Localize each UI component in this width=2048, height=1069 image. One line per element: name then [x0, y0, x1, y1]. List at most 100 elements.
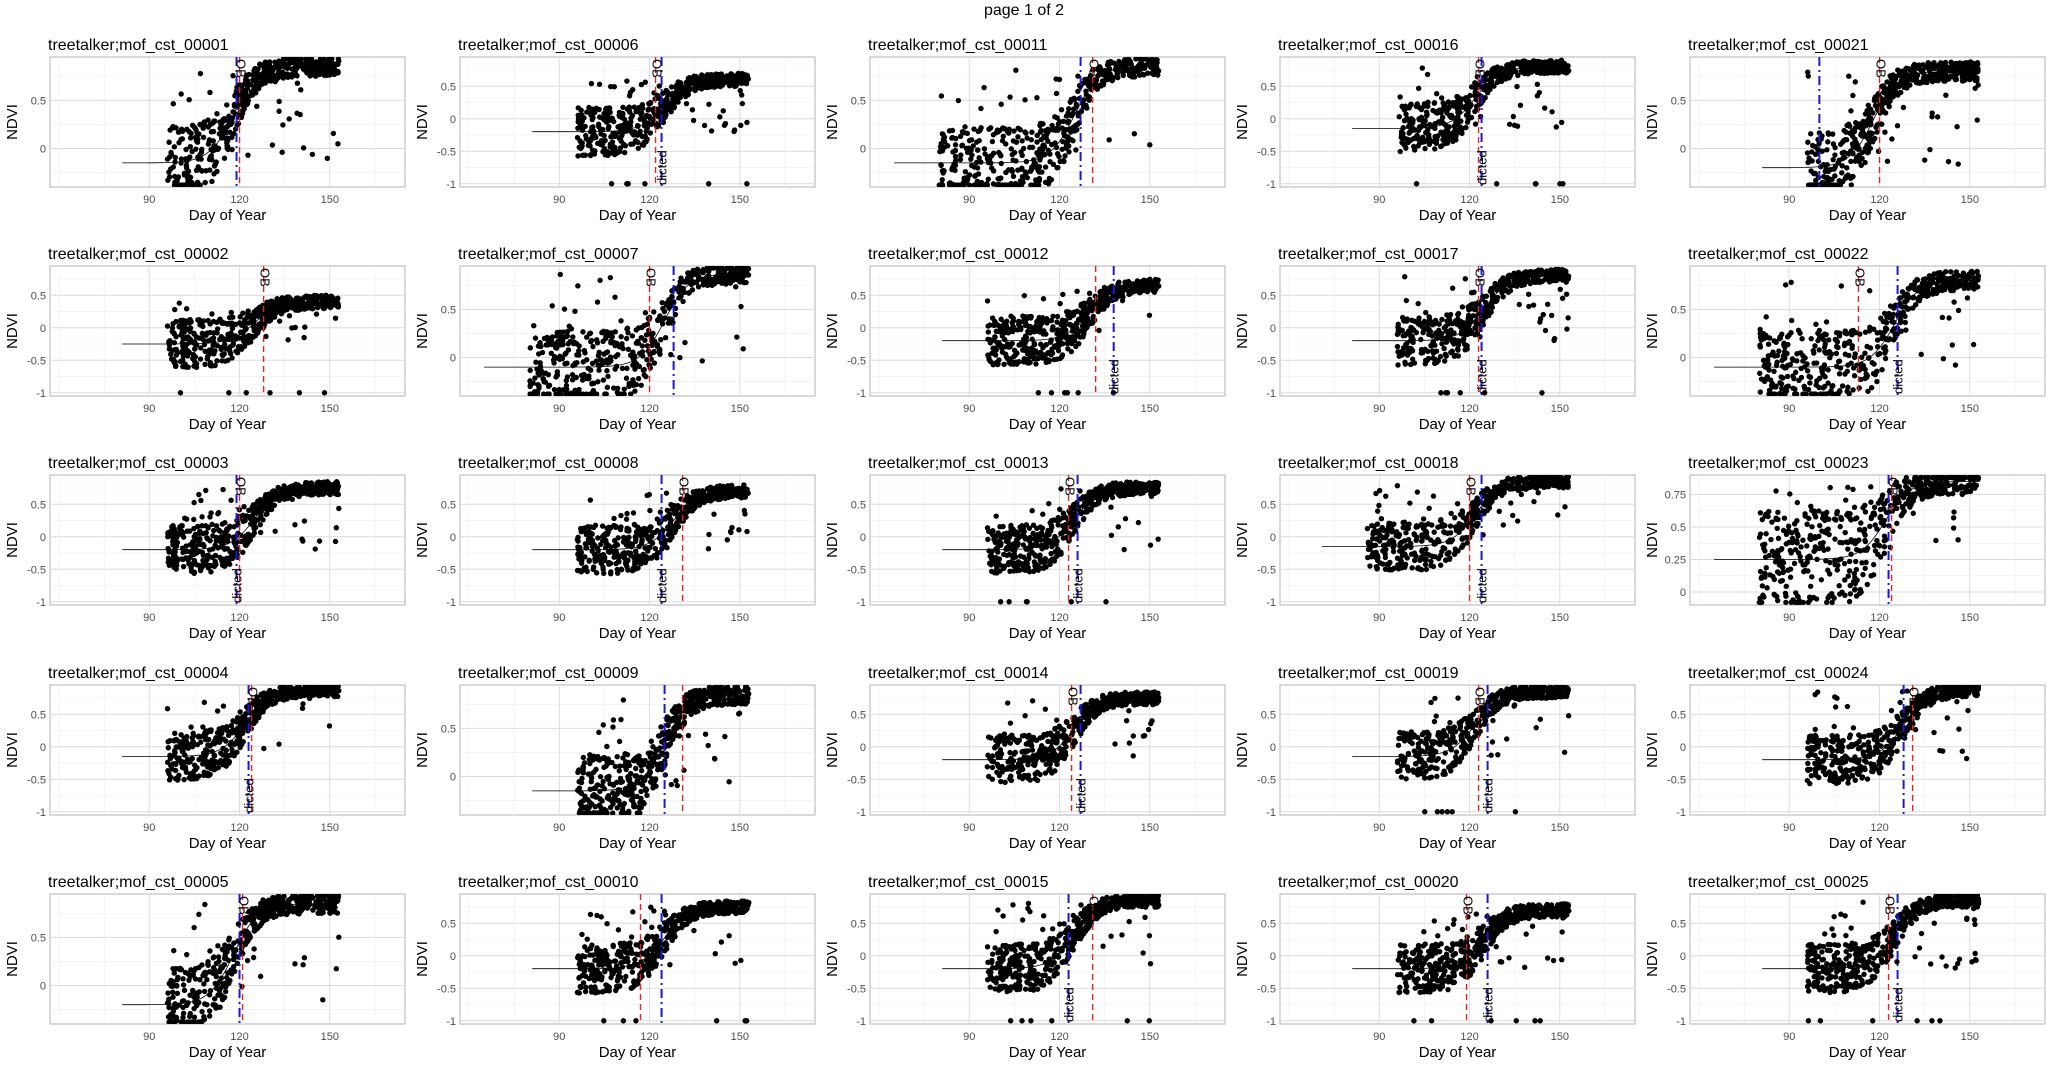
data-point — [673, 521, 679, 527]
data-point — [183, 364, 189, 370]
data-point — [717, 73, 724, 79]
data-point — [625, 557, 631, 563]
y-tick-label: 0 — [450, 114, 456, 126]
data-point — [612, 133, 618, 140]
data-point — [639, 101, 646, 108]
data-point — [590, 124, 596, 130]
data-point — [620, 697, 627, 703]
data-point — [634, 793, 640, 800]
data-point — [618, 716, 624, 723]
data-point — [165, 767, 171, 774]
data-point — [570, 334, 576, 340]
x-tick-label: 120 — [230, 612, 248, 624]
data-point — [584, 568, 590, 575]
data-point — [193, 138, 200, 144]
data-point — [668, 351, 674, 358]
data-point — [183, 146, 189, 153]
data-point — [298, 61, 304, 68]
data-point — [640, 367, 647, 373]
data-point — [642, 79, 649, 85]
data-point — [688, 507, 695, 513]
x-axis-title: Day of Year — [599, 1044, 677, 1061]
data-point — [302, 324, 308, 330]
data-point — [629, 86, 636, 93]
data-point — [664, 104, 671, 110]
x-tick-label: 90 — [143, 1031, 155, 1043]
data-point — [214, 358, 220, 364]
x-tick-label: 90 — [143, 194, 155, 206]
data-point — [205, 565, 212, 571]
data-point — [533, 359, 539, 365]
data-point — [175, 129, 182, 135]
data-point — [323, 292, 329, 299]
data-point — [577, 544, 583, 551]
data-point — [588, 779, 594, 785]
data-point — [692, 83, 698, 90]
fitted-curve — [122, 301, 339, 345]
data-point — [527, 367, 533, 374]
data-point — [666, 302, 673, 309]
data-point — [203, 529, 209, 536]
data-point — [255, 312, 261, 319]
data-point — [623, 562, 629, 568]
data-point — [633, 756, 640, 762]
data-point — [560, 338, 566, 344]
data-point — [682, 279, 689, 285]
data-point — [624, 528, 630, 534]
data-point — [614, 754, 620, 760]
data-point — [594, 782, 600, 789]
data-point — [716, 689, 722, 695]
data-point — [600, 564, 606, 570]
data-point — [600, 377, 607, 383]
data-point — [178, 91, 184, 97]
data-point — [251, 520, 258, 526]
data-point — [332, 315, 339, 321]
data-point — [229, 555, 236, 562]
data-point — [594, 340, 601, 346]
data-point — [236, 734, 243, 741]
data-point — [219, 946, 226, 953]
data-point — [300, 145, 307, 151]
data-point — [636, 363, 643, 370]
data-point — [551, 360, 557, 366]
x-tick-label: 120 — [230, 822, 248, 834]
data-point — [191, 331, 197, 337]
data-point — [619, 779, 626, 785]
data-point — [672, 731, 678, 737]
data-point — [279, 149, 285, 155]
data-point — [613, 150, 620, 157]
data-point — [282, 487, 288, 494]
data-point — [191, 569, 198, 576]
data-point — [224, 724, 230, 730]
data-point — [288, 490, 294, 497]
data-point — [186, 128, 192, 135]
data-point — [327, 304, 334, 311]
y-tick-label: -1 — [446, 597, 456, 609]
y-tick-label: 0.5 — [441, 918, 456, 930]
y-tick-label: 0.5 — [31, 932, 46, 944]
data-point — [168, 351, 174, 357]
data-point — [208, 727, 214, 733]
data-point — [277, 685, 283, 691]
data-point — [190, 730, 196, 737]
data-point — [668, 84, 675, 90]
data-point — [711, 511, 717, 517]
data-point — [223, 984, 229, 990]
data-point — [608, 340, 614, 346]
y-tick-label: -0.5 — [27, 774, 46, 786]
x-tick-label: 90 — [143, 612, 155, 624]
data-point — [626, 106, 632, 113]
data-point — [654, 762, 661, 769]
data-point — [597, 788, 603, 795]
data-point — [196, 911, 202, 918]
data-point — [170, 164, 176, 170]
y-tick-label: -0.5 — [437, 564, 456, 576]
data-point — [226, 980, 232, 987]
data-point — [653, 746, 659, 753]
data-point — [207, 167, 213, 173]
data-point — [734, 685, 741, 690]
data-point — [591, 551, 598, 558]
data-point — [638, 382, 644, 388]
